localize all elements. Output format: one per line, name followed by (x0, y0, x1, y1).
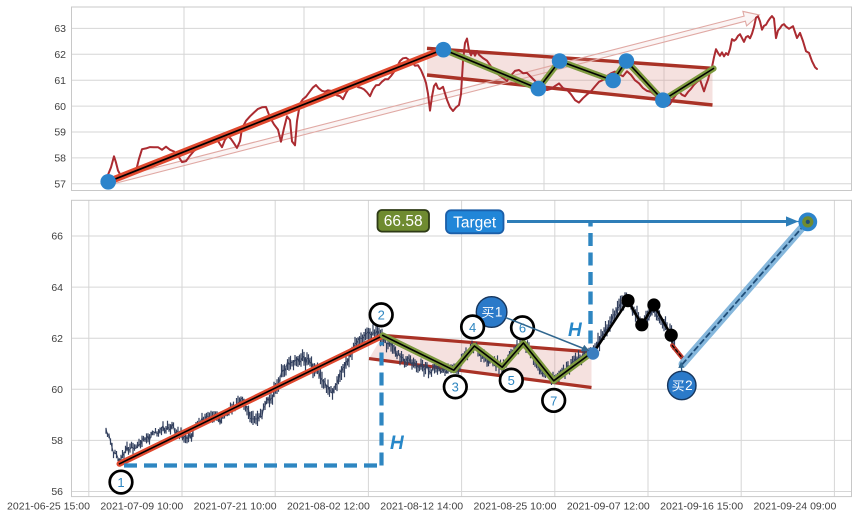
svg-text:64: 64 (51, 282, 63, 294)
svg-text:H: H (390, 433, 405, 454)
svg-text:66.58: 66.58 (384, 213, 423, 230)
svg-text:5: 5 (508, 373, 515, 388)
svg-text:1: 1 (495, 305, 503, 320)
svg-text:1: 1 (117, 475, 124, 490)
svg-text:2: 2 (685, 378, 693, 393)
svg-text:56: 56 (51, 486, 63, 498)
svg-text:61: 61 (54, 75, 66, 87)
svg-text:H: H (568, 320, 583, 341)
svg-text:63: 63 (54, 23, 66, 35)
svg-text:2021-09-16 15:00: 2021-09-16 15:00 (660, 501, 743, 513)
svg-text:59: 59 (54, 127, 66, 139)
svg-text:2021-06-25 15:00: 2021-06-25 15:00 (7, 501, 90, 513)
svg-text:3: 3 (452, 380, 459, 395)
svg-text:57: 57 (54, 179, 66, 191)
svg-text:2021-08-02 12:00: 2021-08-02 12:00 (287, 501, 370, 513)
svg-text:2021-09-24 09:00: 2021-09-24 09:00 (753, 501, 836, 513)
svg-text:2021-07-21 10:00: 2021-07-21 10:00 (194, 501, 277, 513)
svg-text:66: 66 (51, 231, 63, 243)
svg-text:60: 60 (51, 384, 63, 396)
svg-text:2021-08-12 14:00: 2021-08-12 14:00 (380, 501, 463, 513)
svg-text:58: 58 (54, 153, 66, 165)
svg-text:58: 58 (51, 435, 63, 447)
svg-text:2021-07-09 10:00: 2021-07-09 10:00 (100, 501, 183, 513)
svg-text:4: 4 (469, 320, 476, 335)
svg-text:Target: Target (453, 214, 497, 231)
svg-text:6: 6 (519, 321, 526, 336)
svg-text:2021-09-07 12:00: 2021-09-07 12:00 (567, 501, 650, 513)
svg-text:60: 60 (54, 101, 66, 113)
svg-text:62: 62 (51, 333, 63, 345)
svg-text:2: 2 (378, 308, 385, 323)
svg-text:2021-08-25 10:00: 2021-08-25 10:00 (474, 501, 557, 513)
svg-text:62: 62 (54, 49, 66, 61)
svg-text:7: 7 (550, 393, 557, 408)
